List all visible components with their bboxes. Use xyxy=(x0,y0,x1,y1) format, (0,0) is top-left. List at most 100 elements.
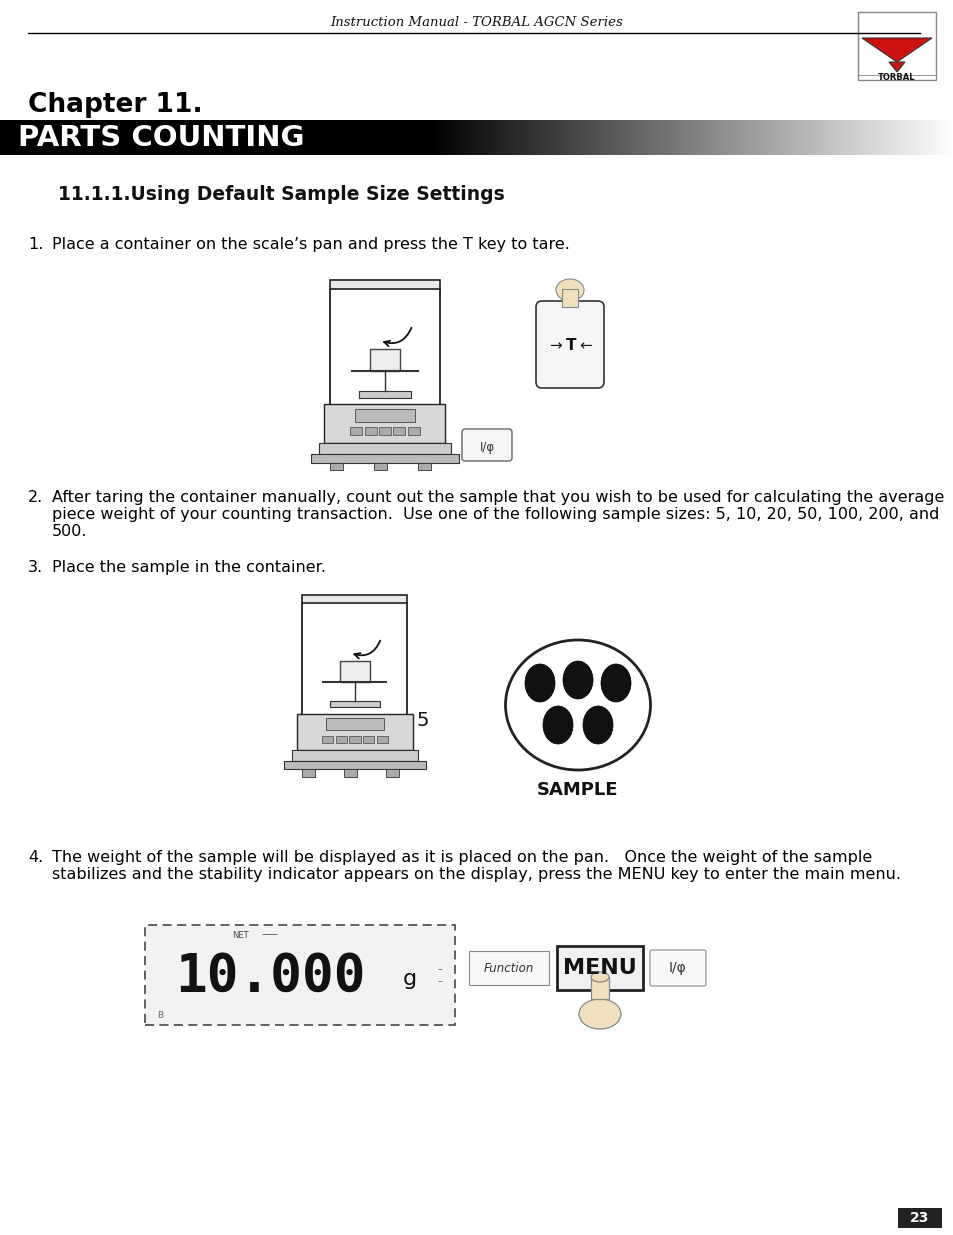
Bar xyxy=(893,120,897,156)
Ellipse shape xyxy=(505,640,650,769)
Text: SAMPLE: SAMPLE xyxy=(537,781,618,799)
Bar xyxy=(419,120,423,156)
Bar xyxy=(367,120,371,156)
Bar xyxy=(395,120,399,156)
Bar xyxy=(590,977,608,999)
Bar xyxy=(874,120,878,156)
Bar xyxy=(602,120,606,156)
Bar xyxy=(16,120,20,156)
Bar xyxy=(772,120,776,156)
Bar xyxy=(817,120,821,156)
Bar xyxy=(934,120,938,156)
Bar xyxy=(877,120,881,156)
Bar xyxy=(910,120,914,156)
Bar xyxy=(10,120,13,156)
Bar xyxy=(95,120,99,156)
Bar xyxy=(45,120,49,156)
Bar xyxy=(135,120,139,156)
Bar xyxy=(48,120,51,156)
Text: 5: 5 xyxy=(416,710,429,730)
Bar xyxy=(64,120,68,156)
Bar xyxy=(286,120,290,156)
Bar xyxy=(779,120,782,156)
Bar xyxy=(330,280,439,289)
Bar xyxy=(178,120,182,156)
Bar xyxy=(659,120,663,156)
Bar xyxy=(154,120,158,156)
Bar xyxy=(915,120,919,156)
Bar xyxy=(376,736,388,743)
Bar xyxy=(553,120,557,156)
Bar xyxy=(374,120,377,156)
Bar xyxy=(929,120,933,156)
Bar xyxy=(578,120,582,156)
Bar xyxy=(857,12,935,80)
Bar xyxy=(183,120,187,156)
Bar xyxy=(583,120,587,156)
Text: Function: Function xyxy=(483,962,534,974)
Bar xyxy=(78,120,82,156)
Bar xyxy=(793,120,797,156)
Ellipse shape xyxy=(590,972,608,982)
Bar xyxy=(555,120,558,156)
Bar xyxy=(850,120,854,156)
Bar xyxy=(253,120,256,156)
Bar xyxy=(11,120,15,156)
Bar xyxy=(593,120,597,156)
Bar xyxy=(493,120,497,156)
Text: 500.: 500. xyxy=(52,524,88,538)
Bar xyxy=(739,120,742,156)
Bar xyxy=(114,120,118,156)
Ellipse shape xyxy=(524,664,555,701)
Bar xyxy=(7,120,10,156)
Bar xyxy=(693,120,697,156)
Bar xyxy=(329,120,333,156)
Bar xyxy=(858,120,862,156)
Bar xyxy=(143,120,147,156)
Bar xyxy=(293,120,296,156)
Bar xyxy=(172,120,175,156)
Bar xyxy=(393,427,405,435)
Bar xyxy=(767,120,771,156)
Bar xyxy=(388,120,392,156)
Text: Chapter 11.: Chapter 11. xyxy=(28,91,202,119)
Bar xyxy=(307,120,311,156)
Bar xyxy=(297,120,301,156)
Bar xyxy=(276,120,280,156)
Ellipse shape xyxy=(582,706,613,743)
Bar xyxy=(295,120,299,156)
Bar xyxy=(436,120,439,156)
Bar xyxy=(820,120,823,156)
Bar xyxy=(402,120,406,156)
Bar xyxy=(524,120,528,156)
Bar xyxy=(507,120,511,156)
Bar xyxy=(796,120,800,156)
Bar xyxy=(777,120,781,156)
Bar xyxy=(615,120,618,156)
Bar xyxy=(412,120,416,156)
Bar xyxy=(202,120,206,156)
Bar xyxy=(812,120,816,156)
Bar xyxy=(922,120,925,156)
Text: I/φ: I/φ xyxy=(479,441,494,454)
Bar xyxy=(869,120,873,156)
Bar xyxy=(758,120,761,156)
Bar xyxy=(805,120,809,156)
Text: 23: 23 xyxy=(909,1212,929,1225)
Bar xyxy=(748,120,752,156)
Bar xyxy=(829,120,833,156)
Bar xyxy=(926,120,930,156)
Bar xyxy=(824,120,828,156)
FancyBboxPatch shape xyxy=(145,925,455,1025)
Bar xyxy=(186,120,190,156)
Bar xyxy=(52,120,56,156)
Bar xyxy=(702,120,706,156)
Bar xyxy=(343,120,347,156)
Bar xyxy=(121,120,125,156)
Bar xyxy=(455,120,458,156)
Bar xyxy=(112,120,115,156)
Bar xyxy=(133,120,137,156)
Bar xyxy=(62,120,66,156)
Ellipse shape xyxy=(562,661,593,699)
Bar xyxy=(214,120,218,156)
